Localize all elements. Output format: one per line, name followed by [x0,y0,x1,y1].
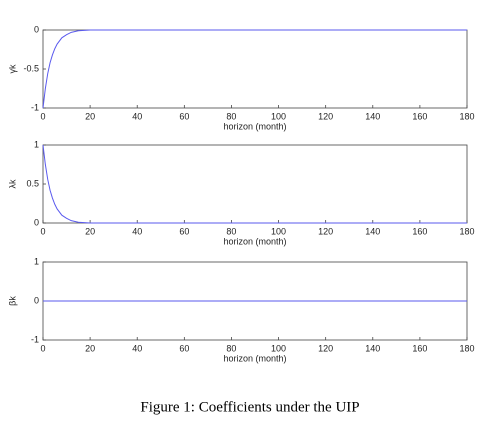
x-tick-label: 60 [179,111,189,121]
plot-frame [42,29,468,109]
plot-frame [42,144,468,224]
x-tick-label: 80 [226,111,236,121]
x-tick-label: 80 [226,343,236,353]
x-tick-label: 180 [459,343,474,353]
y-tick-label: 1 [34,256,39,266]
x-tick-label: 0 [40,226,45,236]
line [42,144,467,224]
line [42,29,467,109]
y-tick-label: -0.5 [23,63,39,73]
y-tick-label: -1 [31,102,39,112]
x-tick-label: 20 [85,343,95,353]
x-tick-label: 0 [40,343,45,353]
x-tick-label: 0 [40,111,45,121]
x-tick-label: 100 [271,343,286,353]
y-axis-label: λk [7,179,17,189]
x-tick-label: 60 [179,343,189,353]
x-tick-label: 100 [271,111,286,121]
x-axis-label: horizon (month) [223,121,286,131]
caption: Figure 1: Coefficients under the UIP [140,399,359,415]
x-tick-label: 180 [459,111,474,121]
x-tick-label: 80 [226,226,236,236]
x-axis-label: horizon (month) [223,236,286,246]
y-tick-label: 0 [34,24,39,34]
x-tick-label: 40 [132,111,142,121]
x-tick-label: 160 [412,111,427,121]
x-tick-label: 160 [412,343,427,353]
x-tick-label: 140 [365,111,380,121]
x-tick-label: 160 [412,226,427,236]
y-tick-label: -1 [31,334,39,344]
y-axis-label: γk [7,64,17,74]
x-tick-label: 120 [318,343,333,353]
x-tick-label: 120 [318,111,333,121]
y-tick-label: 0 [34,217,39,227]
x-tick-label: 100 [271,226,286,236]
x-tick-label: 120 [318,226,333,236]
x-tick-label: 20 [85,226,95,236]
x-tick-label: 180 [459,226,474,236]
y-tick-label: 1 [34,139,39,149]
x-tick-label: 140 [365,226,380,236]
y-tick-label: 0 [34,295,39,305]
x-tick-label: 40 [132,226,142,236]
x-tick-label: 140 [365,343,380,353]
x-tick-label: 60 [179,226,189,236]
x-tick-label: 20 [85,111,95,121]
y-tick-label: 0.5 [26,178,39,188]
x-axis-label: horizon (month) [223,353,286,363]
y-axis-label: βk [7,296,17,306]
x-tick-label: 40 [132,343,142,353]
